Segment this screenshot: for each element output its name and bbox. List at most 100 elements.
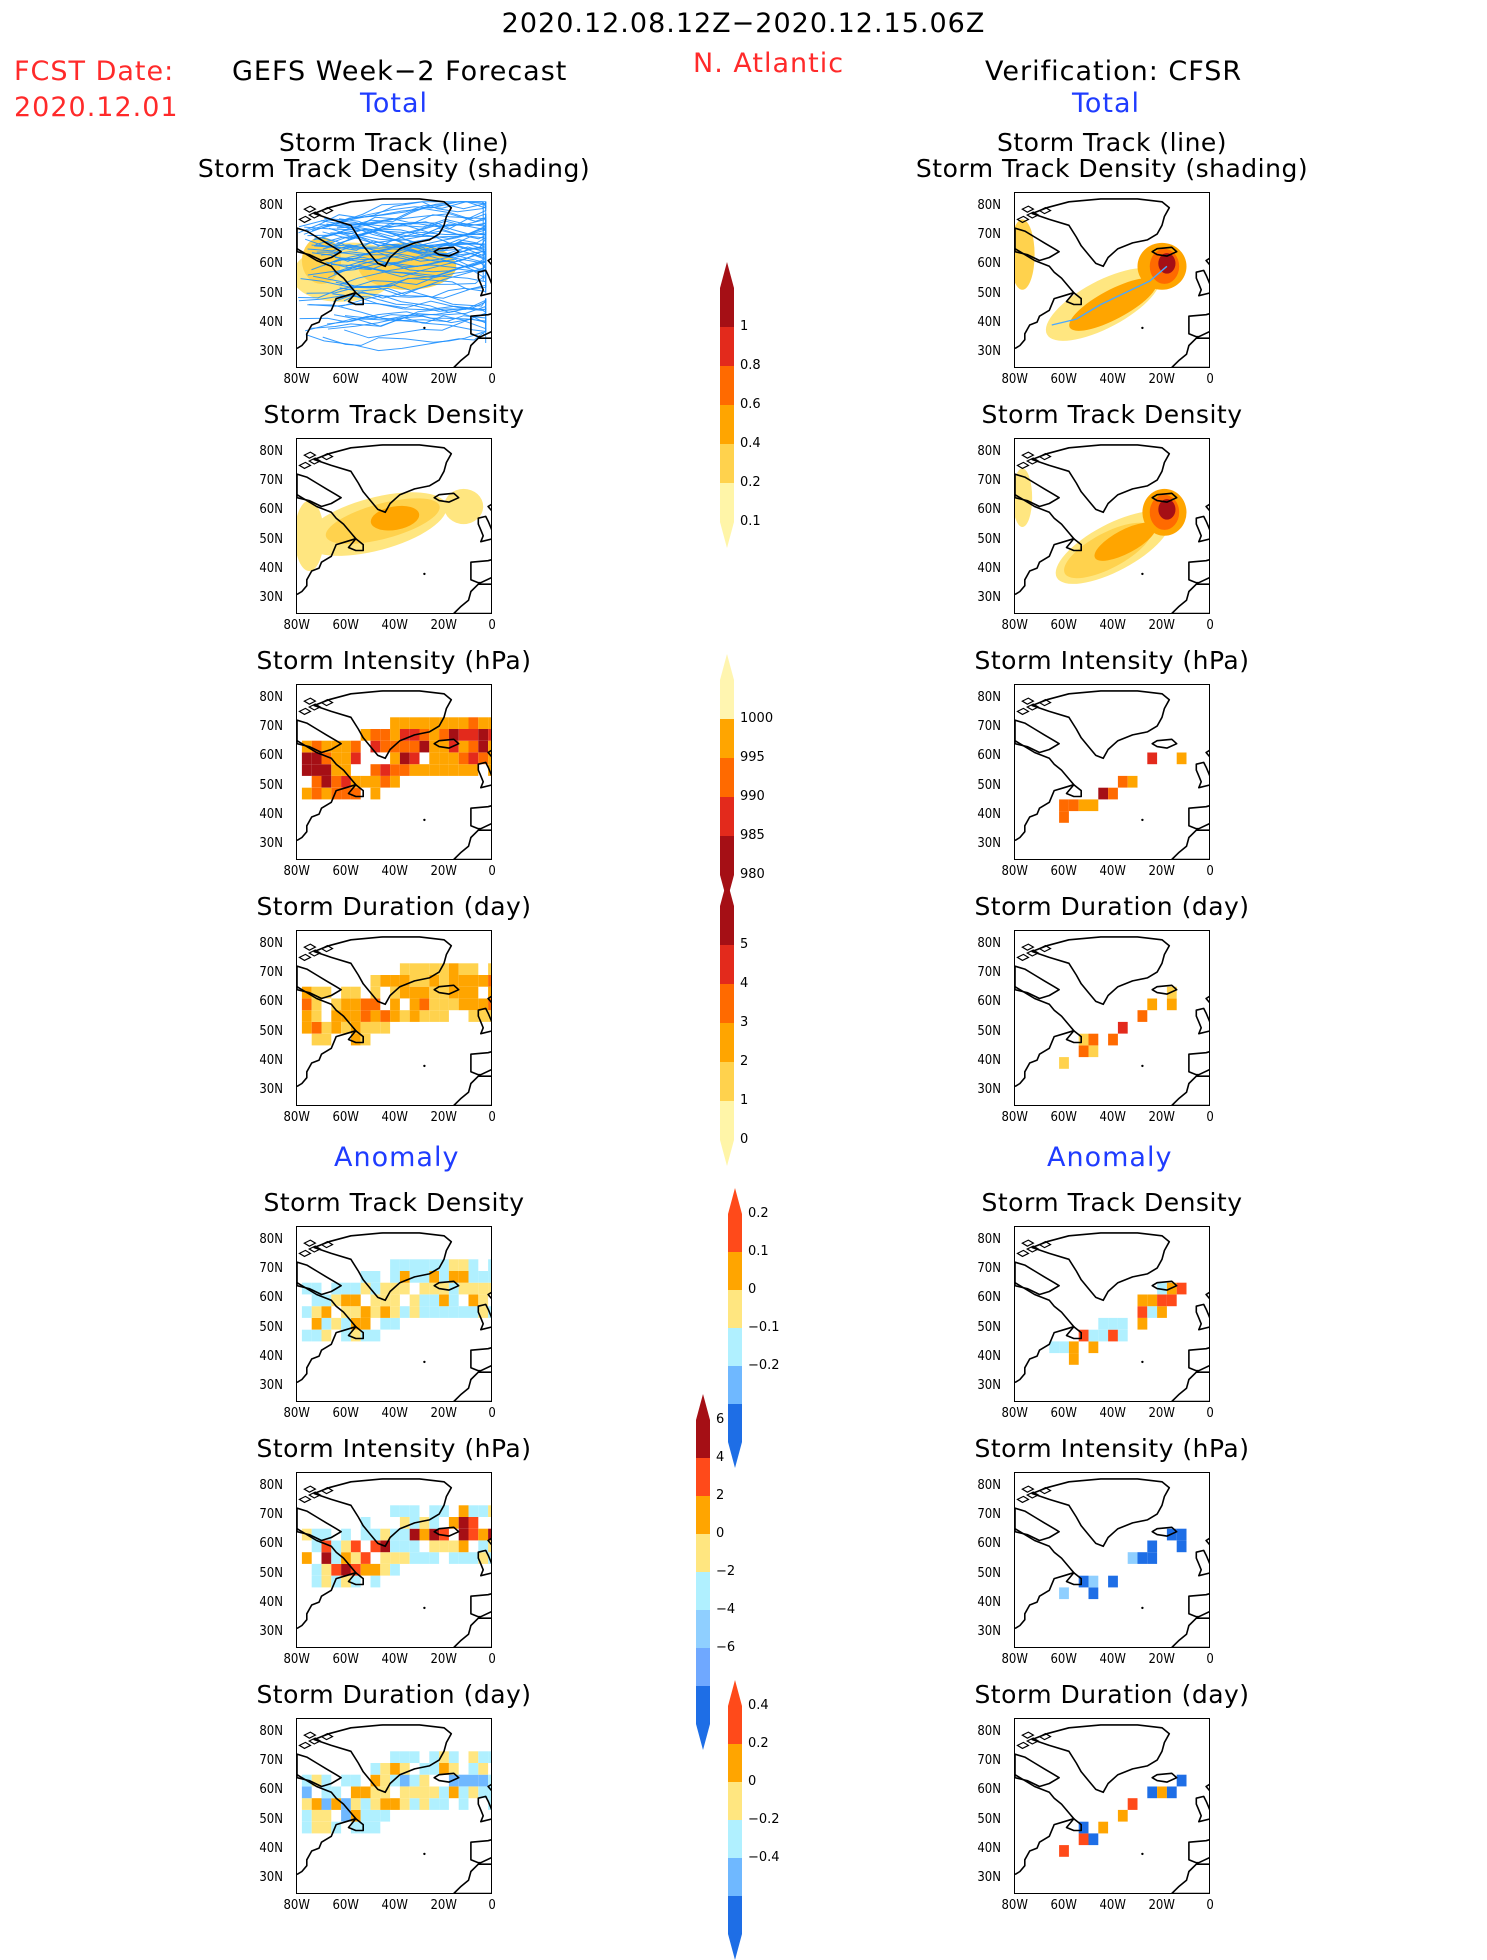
colorbar-label: 0.1 — [748, 1244, 769, 1259]
map-ob_dur — [1015, 936, 1209, 1105]
colorbar-label: 4 — [740, 976, 749, 991]
map-panel-fc_dens — [296, 438, 492, 614]
x-tick-label: 20W — [430, 618, 457, 633]
panel-title: Storm Track Density — [263, 1188, 525, 1217]
y-tick-label: 30N — [977, 1624, 1001, 1640]
y-tick-label: 80N — [977, 689, 1001, 705]
colorbar-label: −2 — [716, 1564, 736, 1579]
x-tick-label: 80W — [283, 1406, 310, 1421]
x-tick-label: 0 — [1206, 1110, 1214, 1125]
region-title: N. Atlantic — [693, 48, 845, 79]
map-panel-ob_aint — [1014, 1472, 1210, 1648]
colorbar-duration — [720, 880, 734, 1166]
y-tick-label: 60N — [259, 748, 283, 764]
y-tick-label: 50N — [977, 1565, 1001, 1581]
x-tick-label: 40W — [381, 1898, 408, 1913]
panel-title: Storm Track Density (shading) — [915, 154, 1309, 183]
x-tick-label: 60W — [1050, 372, 1077, 387]
x-tick-label: 0 — [488, 618, 496, 633]
x-tick-label: 40W — [381, 618, 408, 633]
y-tick-label: 60N — [259, 1290, 283, 1306]
colorbar-label: 0 — [748, 1282, 757, 1297]
colorbar-label: 990 — [740, 789, 765, 804]
y-tick-label: 60N — [977, 502, 1001, 518]
colorbar-label: 980 — [740, 867, 765, 882]
colorbar-intensity — [720, 654, 734, 901]
x-tick-label: 40W — [1099, 864, 1126, 879]
x-tick-label: 60W — [1050, 618, 1077, 633]
y-tick-label: 60N — [259, 1536, 283, 1552]
x-tick-label: 60W — [1050, 1406, 1077, 1421]
y-tick-label: 40N — [977, 807, 1001, 822]
total-label-left: Total — [360, 88, 429, 119]
x-tick-label: 40W — [1099, 1898, 1126, 1913]
colorbar-label: −0.1 — [748, 1320, 780, 1335]
map-panel-ob_dur — [1014, 930, 1210, 1106]
y-tick-label: 30N — [259, 1378, 283, 1394]
y-tick-label: 70N — [977, 473, 1001, 488]
y-tick-label: 70N — [259, 1753, 283, 1768]
y-tick-label: 50N — [977, 285, 1001, 301]
date-range-title: 2020.12.08.12Z−2020.12.15.06Z — [501, 8, 986, 39]
fcst-date-value: 2020.12.01 — [14, 92, 179, 123]
map-panel-ob_dens — [1014, 438, 1210, 614]
y-tick-label: 60N — [259, 256, 283, 272]
y-tick-label: 30N — [259, 590, 283, 606]
x-tick-label: 40W — [1099, 618, 1126, 633]
map-panel-fc_aint — [296, 1472, 492, 1648]
x-tick-label: 80W — [283, 1110, 310, 1125]
colorbar-anomaly-intensity — [696, 1394, 710, 1750]
y-tick-label: 50N — [259, 777, 283, 793]
x-tick-label: 80W — [1001, 1406, 1028, 1421]
colorbar-label: 5 — [740, 937, 749, 952]
y-tick-label: 40N — [977, 315, 1001, 330]
y-tick-label: 50N — [259, 285, 283, 301]
colorbar-label: 0.4 — [748, 1698, 769, 1713]
map-fc_track — [297, 198, 491, 367]
x-tick-label: 60W — [332, 1406, 359, 1421]
y-tick-label: 60N — [977, 1290, 1001, 1306]
fcst-date-label: FCST Date: — [14, 56, 175, 87]
y-tick-label: 50N — [259, 1023, 283, 1039]
map-panel-ob_int — [1014, 684, 1210, 860]
colorbar-label: 0.8 — [740, 358, 761, 373]
y-tick-label: 60N — [259, 1782, 283, 1798]
colorbar-label: 0.2 — [740, 475, 761, 490]
y-tick-label: 70N — [259, 227, 283, 242]
map-panel-fc_adens — [296, 1226, 492, 1402]
y-tick-label: 40N — [977, 1349, 1001, 1364]
x-tick-label: 80W — [1001, 864, 1028, 879]
verification-column-title: Verification: CFSR — [985, 56, 1243, 87]
y-tick-label: 30N — [977, 590, 1001, 606]
x-tick-label: 20W — [430, 864, 457, 879]
x-tick-label: 20W — [430, 1110, 457, 1125]
panel-title: Storm Track (line) — [278, 128, 510, 157]
y-tick-label: 80N — [977, 935, 1001, 951]
colorbar-label: −4 — [716, 1602, 736, 1617]
y-tick-label: 40N — [259, 315, 283, 330]
y-tick-label: 70N — [977, 965, 1001, 980]
x-tick-label: 20W — [430, 372, 457, 387]
x-tick-label: 20W — [1148, 1652, 1175, 1667]
y-tick-label: 30N — [259, 836, 283, 852]
y-tick-label: 80N — [259, 443, 283, 459]
x-tick-label: 80W — [283, 618, 310, 633]
y-tick-label: 60N — [977, 748, 1001, 764]
colorbar-density — [720, 262, 734, 548]
map-ob_track — [1015, 198, 1209, 367]
y-tick-label: 40N — [259, 1595, 283, 1610]
panel-title: Storm Track (line) — [996, 128, 1228, 157]
y-tick-label: 60N — [977, 1536, 1001, 1552]
x-tick-label: 80W — [1001, 1898, 1028, 1913]
y-tick-label: 80N — [977, 443, 1001, 459]
x-tick-label: 80W — [283, 864, 310, 879]
y-tick-label: 50N — [259, 1565, 283, 1581]
y-tick-label: 70N — [977, 1507, 1001, 1522]
map-fc_dens — [297, 444, 491, 613]
forecast-column-title: GEFS Week−2 Forecast — [232, 56, 568, 87]
y-tick-label: 30N — [977, 1870, 1001, 1886]
x-tick-label: 20W — [430, 1652, 457, 1667]
y-tick-label: 70N — [259, 719, 283, 734]
x-tick-label: 80W — [1001, 1652, 1028, 1667]
colorbar-label: 0.4 — [740, 436, 761, 451]
